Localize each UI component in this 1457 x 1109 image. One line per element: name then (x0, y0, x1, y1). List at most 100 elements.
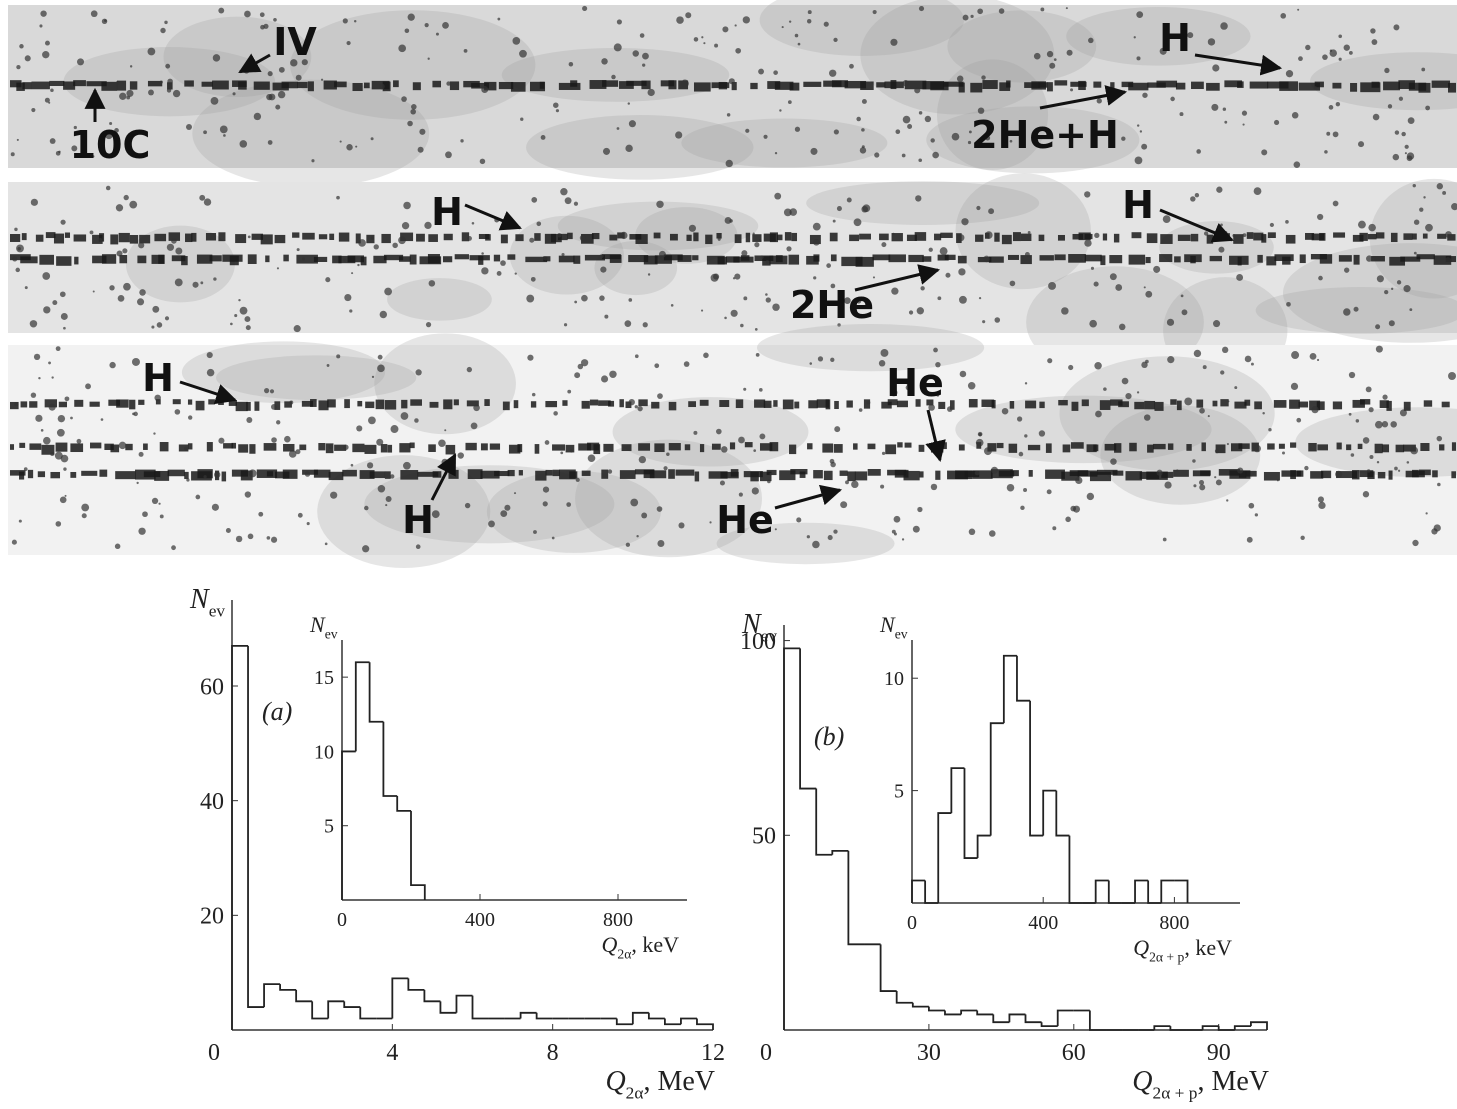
grain (773, 70, 778, 75)
grain (45, 40, 50, 46)
arrow (1159, 208, 1234, 243)
grain (355, 145, 358, 148)
grain (186, 124, 192, 130)
grain (688, 224, 696, 232)
grain (1207, 38, 1216, 46)
grain (765, 293, 768, 296)
track-grain (1403, 444, 1416, 452)
track-grain (81, 470, 98, 476)
grain (866, 400, 871, 405)
track-grain (1263, 471, 1280, 481)
track-grain (355, 233, 361, 244)
grain (59, 291, 66, 298)
grain (834, 426, 841, 433)
grain (1375, 324, 1381, 330)
photo-shade (387, 278, 492, 321)
grain (1134, 156, 1143, 165)
grain (915, 195, 922, 202)
track-grain (99, 233, 105, 242)
track-grain (1038, 234, 1045, 242)
axis-title-part: ev (325, 627, 338, 642)
track-grain (1267, 443, 1275, 450)
photo-shade (1059, 356, 1275, 471)
grain (39, 24, 43, 28)
track-grain (480, 470, 500, 479)
track-grain (593, 444, 601, 455)
grain (856, 116, 861, 122)
grain (407, 13, 415, 21)
track-grain (535, 470, 547, 481)
grain (574, 300, 578, 304)
grain (1006, 483, 1015, 492)
grain (1374, 420, 1383, 429)
track-grain (649, 470, 667, 479)
grain (1027, 230, 1031, 234)
histogram-bin (354, 661, 370, 752)
grain (442, 22, 449, 29)
track-grain (1319, 232, 1326, 241)
grain (497, 17, 501, 21)
track-grain (1395, 444, 1405, 453)
track-grain (266, 471, 274, 477)
track-grain (1153, 443, 1166, 450)
track-grain (638, 399, 648, 407)
grain (540, 135, 546, 140)
track-grain (775, 255, 783, 263)
track-grain (240, 470, 253, 481)
track-grain (833, 444, 843, 453)
grain (139, 289, 146, 296)
histogram-bin (696, 1018, 714, 1030)
grain (796, 517, 802, 523)
track-grain (1249, 81, 1269, 89)
histogram-bin (407, 978, 425, 991)
grain (12, 256, 18, 262)
track-grain (196, 254, 213, 264)
track-grain (1131, 232, 1142, 239)
track-grain (154, 470, 170, 481)
grain (734, 24, 737, 27)
grain (23, 467, 28, 472)
track-grain (831, 80, 849, 88)
grain (642, 63, 646, 67)
grain (817, 356, 824, 362)
track-grain (318, 234, 328, 240)
histogram-bin (263, 983, 281, 1008)
photo-shade (317, 455, 491, 568)
grain (320, 78, 324, 81)
track-grain (829, 232, 838, 242)
grain (244, 491, 252, 498)
grain (526, 294, 535, 303)
grain (481, 252, 484, 255)
track-grain (569, 471, 578, 479)
grain (1423, 196, 1426, 199)
grain (1398, 96, 1404, 101)
track-grain (1215, 444, 1226, 454)
track-grain (253, 81, 270, 90)
grain (370, 236, 375, 240)
grain (830, 283, 836, 289)
track-grain (35, 234, 44, 242)
x-axis-title: Q2α + p, keV (1133, 935, 1232, 965)
grain (628, 398, 635, 406)
grain (794, 126, 801, 132)
track-grain (1432, 470, 1438, 478)
track-grain (830, 254, 837, 262)
grain (924, 115, 932, 123)
track-grain (155, 399, 161, 405)
track-grain (292, 232, 300, 238)
grain (424, 221, 432, 230)
grain (410, 108, 416, 115)
grain (40, 10, 47, 17)
axis-title-part: ev (209, 601, 226, 620)
grain (1164, 481, 1172, 489)
track-grain (552, 444, 566, 451)
track-grain (1038, 82, 1048, 88)
track-grain (1009, 401, 1015, 409)
track-grain (1046, 82, 1053, 92)
grain (722, 26, 729, 33)
track-grain (570, 80, 578, 87)
grain (833, 529, 838, 534)
track-grain (996, 442, 1004, 449)
track-grain (1367, 233, 1377, 240)
track-grain (745, 232, 751, 243)
